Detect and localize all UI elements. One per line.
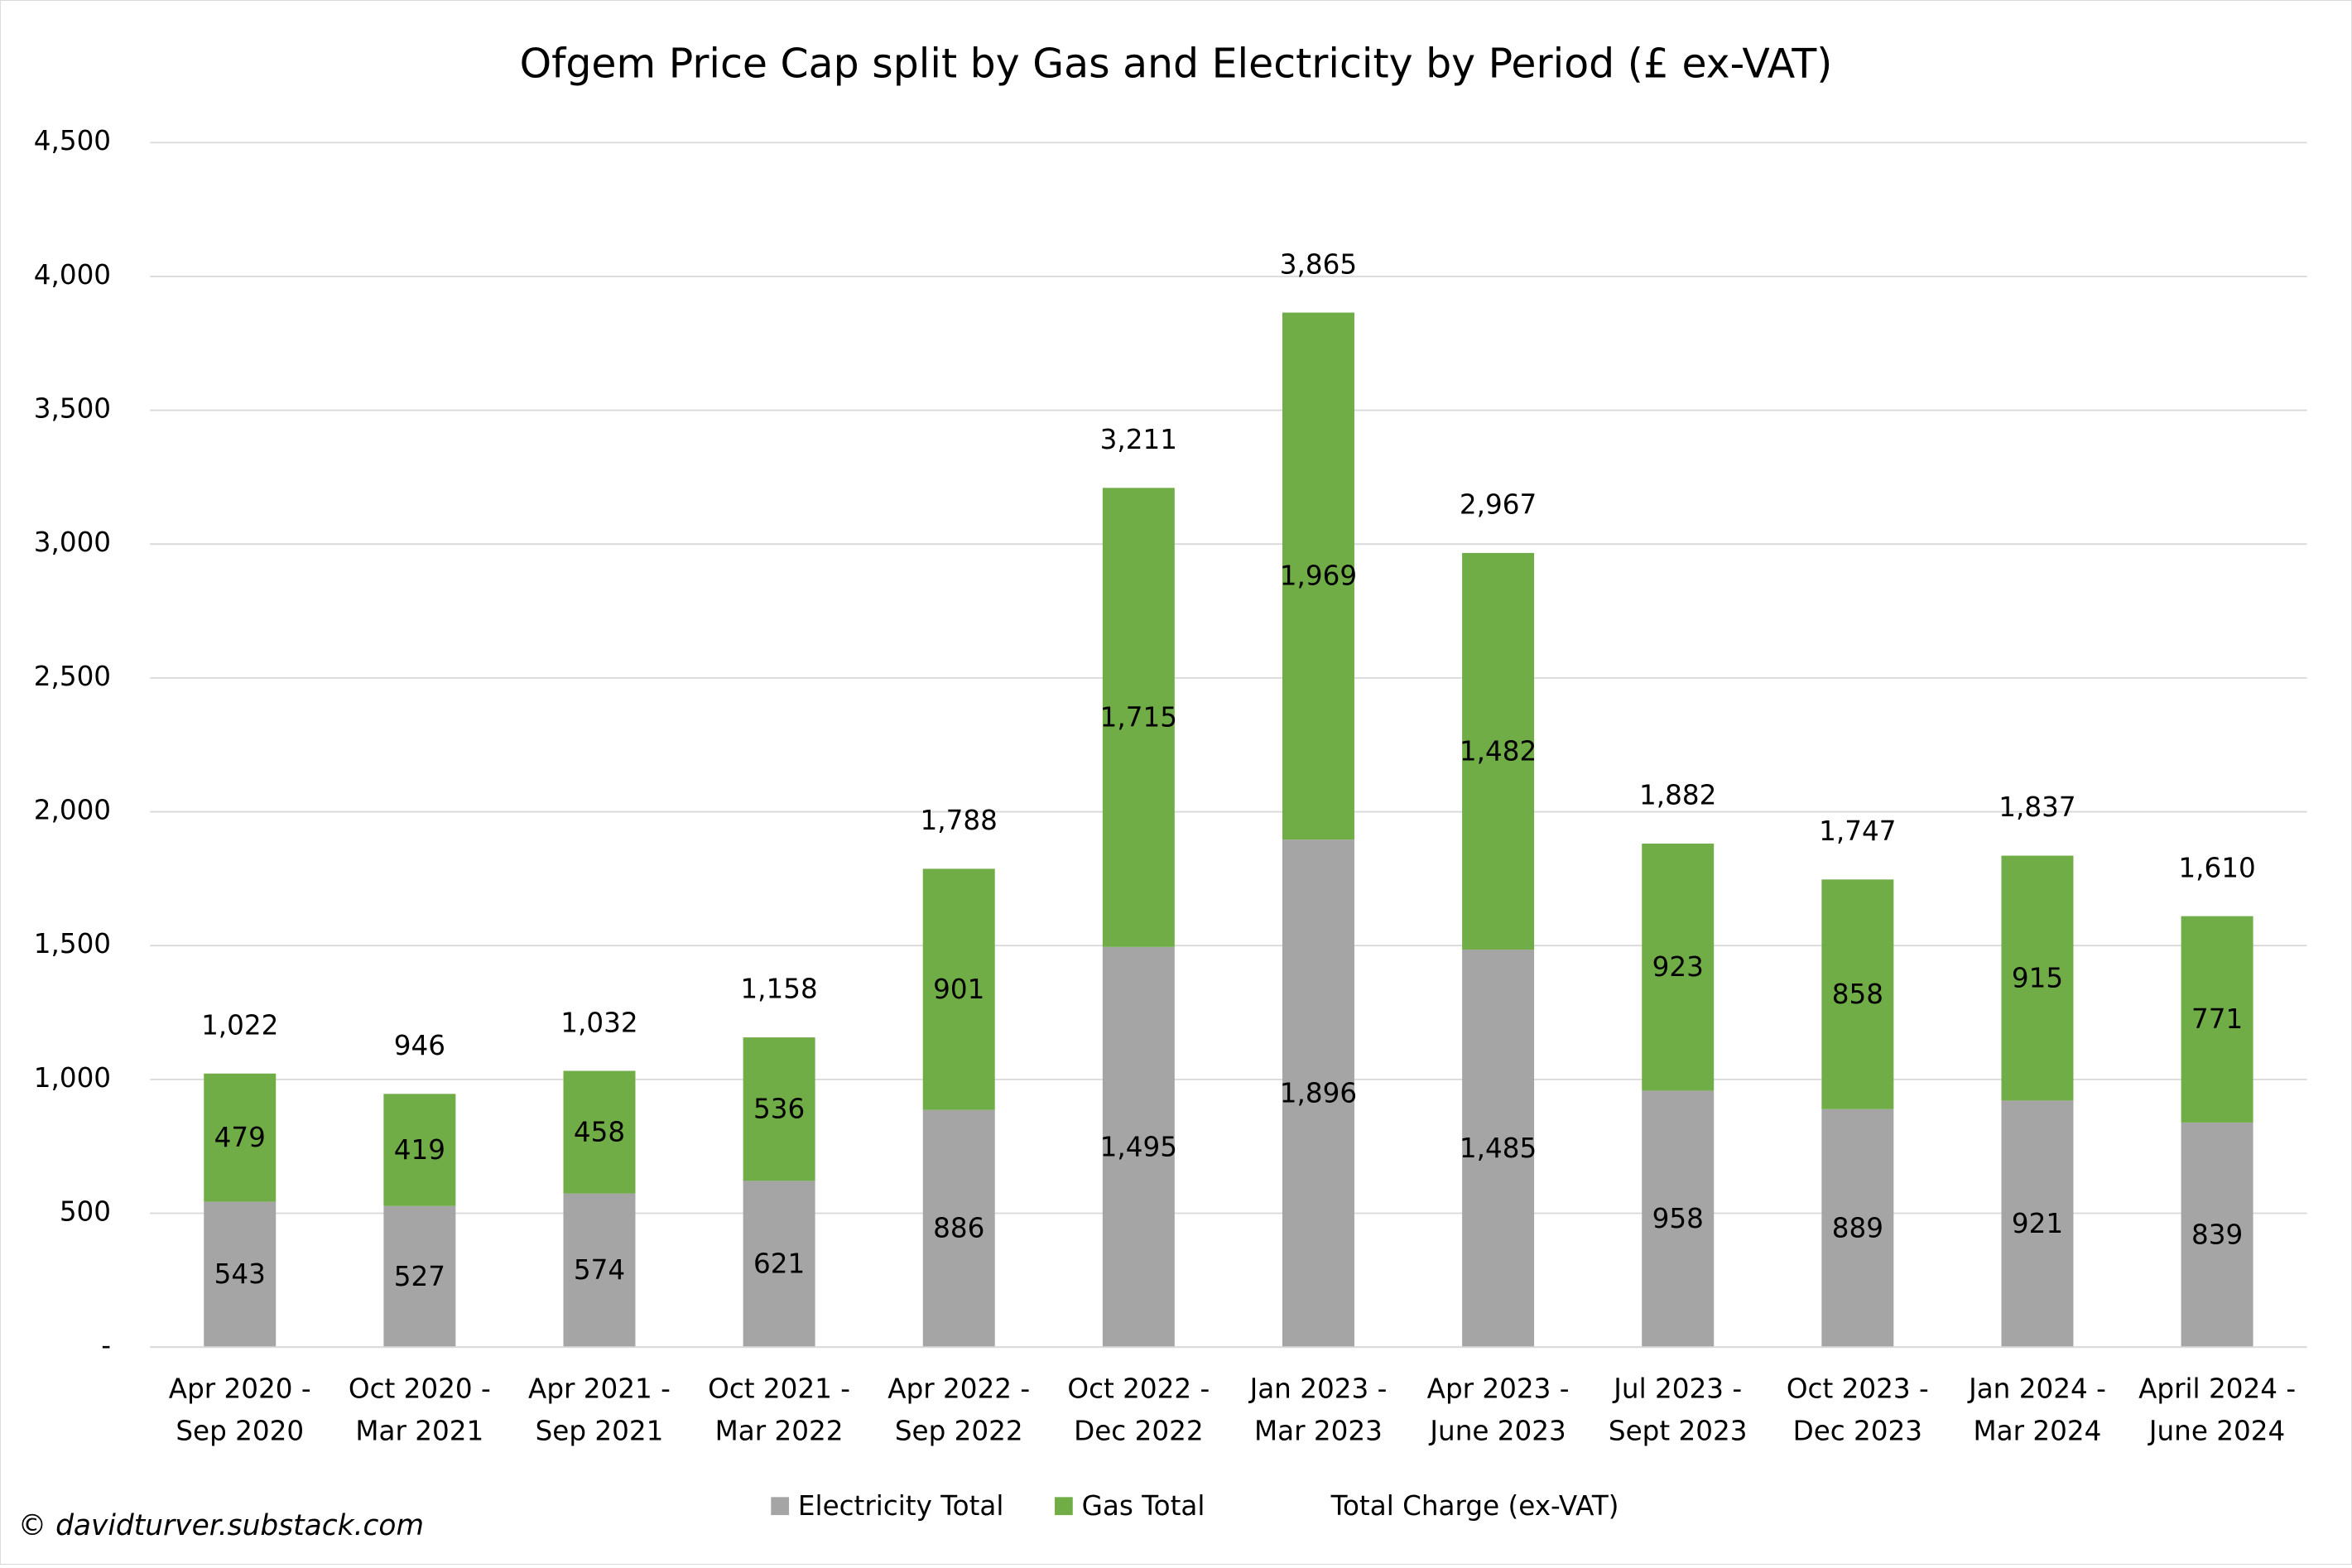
bar-segment (1282, 839, 1354, 1348)
bar-segment (563, 1070, 636, 1194)
bar-segment (1102, 488, 1175, 947)
y-tick-label: 2,000 (34, 795, 111, 826)
total-label: 3,865 (1280, 248, 1357, 280)
value-label: 621 (753, 1248, 805, 1280)
total-label: 1,022 (201, 1010, 278, 1041)
bar-segment (743, 1181, 815, 1348)
bar-segment (1462, 950, 1535, 1348)
bar-segment (1821, 879, 1894, 1109)
value-label: 479 (214, 1122, 266, 1153)
y-tick-label: - (101, 1330, 111, 1361)
y-tick-label: 4,500 (34, 125, 111, 156)
y-tick-label: 3,500 (34, 393, 111, 425)
value-label: 923 (1652, 951, 1704, 983)
bar-segment (1821, 1109, 1894, 1348)
total-label: 1,837 (1998, 791, 2075, 823)
bar-segment (563, 1193, 636, 1348)
y-tick-label: 1,500 (34, 928, 111, 960)
x-tick-label: Oct 2023 -Dec 2023 (1787, 1373, 1929, 1447)
x-tick-label: Apr 2023 -June 2023 (1427, 1373, 1570, 1447)
x-tick-label: Oct 2021 -Mar 2022 (708, 1373, 850, 1447)
x-tick-label: Jul 2023 -Sept 2023 (1609, 1373, 1748, 1447)
bar-segment (204, 1201, 277, 1348)
bar-segment (1462, 552, 1535, 950)
x-tick-label: Jan 2023 -Mar 2023 (1248, 1373, 1388, 1447)
value-label: 858 (1832, 979, 1883, 1010)
value-label: 1,482 (1460, 735, 1537, 767)
value-label: 458 (574, 1116, 625, 1147)
total-label: 1,158 (740, 974, 817, 1005)
bar-segment (1642, 844, 1715, 1091)
value-label: 536 (753, 1094, 805, 1125)
value-label: 543 (214, 1258, 266, 1290)
value-label: 921 (2012, 1208, 2063, 1239)
value-label: 1,715 (1100, 701, 1177, 733)
bar-segment (2181, 1122, 2253, 1348)
x-tick-label: Apr 2021 -Sep 2021 (528, 1373, 671, 1447)
bar-segment (2001, 1100, 2074, 1348)
value-label: 958 (1652, 1203, 1704, 1234)
x-tick-label: Apr 2022 -Sep 2022 (887, 1373, 1030, 1447)
total-label: 1,032 (560, 1007, 637, 1038)
y-tick-label: 2,500 (34, 661, 111, 692)
bar-segment (1102, 946, 1175, 1348)
x-tick-label: Oct 2022 -Dec 2022 (1067, 1373, 1210, 1447)
total-label: 1,747 (1819, 815, 1896, 847)
bar-segment (1642, 1090, 1715, 1348)
total-label: 3,211 (1100, 424, 1177, 455)
total-label: 1,882 (1639, 780, 1716, 811)
value-label: 1,485 (1460, 1133, 1537, 1164)
value-label: 574 (574, 1254, 625, 1286)
total-label: 1,788 (921, 805, 998, 836)
bar-segment (383, 1094, 456, 1206)
legend-label: Electricity Total (798, 1490, 1004, 1522)
value-label: 771 (2191, 1003, 2243, 1035)
x-tick-label: April 2024 -June 2024 (2138, 1373, 2296, 1447)
bar-segment (1282, 312, 1354, 840)
bar-segment (2001, 855, 2074, 1101)
value-label: 1,969 (1280, 560, 1357, 592)
value-label: 839 (2191, 1219, 2243, 1250)
bar-segment (204, 1073, 277, 1202)
legend-swatch (1055, 1497, 1073, 1516)
y-tick-label: 500 (60, 1196, 111, 1228)
total-label: 946 (394, 1030, 445, 1061)
bar-segment (2181, 916, 2253, 1123)
bar-segment (743, 1037, 815, 1181)
value-label: 901 (933, 974, 984, 1005)
value-label: 886 (933, 1213, 984, 1244)
x-tick-label: Jan 2024 -Mar 2024 (1967, 1373, 2106, 1447)
y-tick-label: 4,000 (34, 259, 111, 291)
footer: © davidturver.substack.com (18, 1509, 424, 1542)
value-label: 527 (394, 1261, 445, 1292)
legend-swatch (771, 1497, 790, 1516)
value-label: 1,896 (1280, 1077, 1357, 1109)
value-label: 419 (394, 1134, 445, 1166)
legend-label: Gas Total (1082, 1490, 1205, 1522)
y-tick-label: 1,000 (34, 1062, 111, 1094)
value-label: 889 (1832, 1212, 1883, 1243)
x-tick-label: Apr 2020 -Sep 2020 (169, 1373, 311, 1447)
value-label: 1,495 (1100, 1131, 1177, 1162)
legend-label: Total Charge (ex-VAT) (1330, 1490, 1619, 1522)
total-label: 1,610 (2178, 852, 2255, 883)
x-tick-label: Oct 2020 -Mar 2021 (349, 1373, 491, 1447)
y-tick-label: 3,000 (34, 527, 111, 558)
total-label: 2,967 (1460, 489, 1537, 521)
bar-segment (922, 1109, 995, 1348)
chart-title: Ofgem Price Cap split by Gas and Electri… (520, 40, 1833, 87)
bar-segment (922, 868, 995, 1110)
bar-segment (383, 1205, 456, 1348)
value-label: 915 (2012, 962, 2063, 993)
